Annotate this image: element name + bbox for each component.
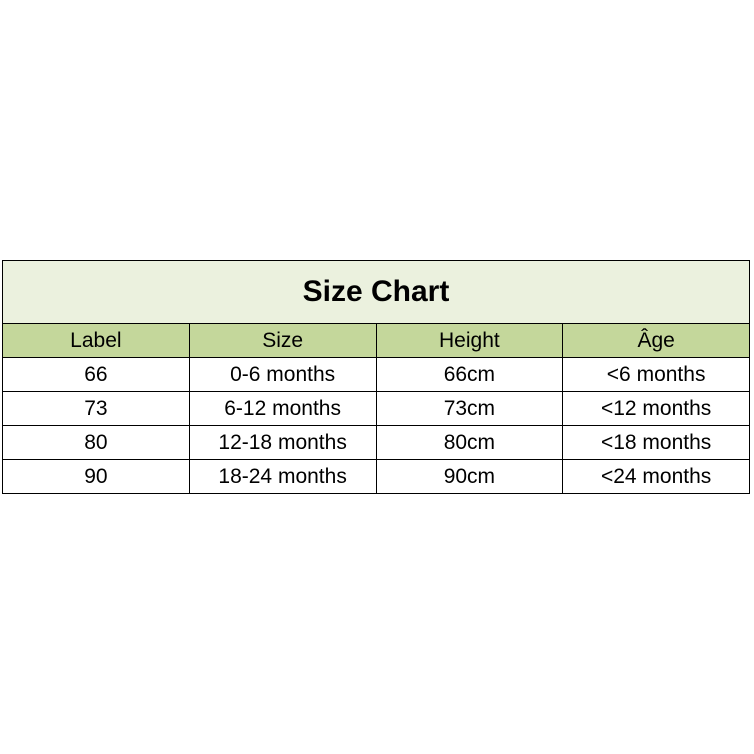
table-row: 66 0-6 months 66cm <6 months bbox=[2, 357, 750, 392]
table-row: 73 6-12 months 73cm <12 months bbox=[2, 391, 750, 426]
cell-age: <6 months bbox=[562, 357, 750, 392]
cell-height: 80cm bbox=[375, 425, 564, 460]
cell-age: <12 months bbox=[562, 391, 750, 426]
cell-label: 80 bbox=[2, 425, 190, 460]
table-row: 90 18-24 months 90cm <24 months bbox=[2, 459, 750, 494]
title-row: Size Chart bbox=[2, 260, 750, 324]
cell-label: 90 bbox=[2, 459, 190, 494]
cell-size: 12-18 months bbox=[188, 425, 377, 460]
column-header-size: Size bbox=[188, 323, 377, 358]
cell-size: 18-24 months bbox=[188, 459, 377, 494]
cell-size: 0-6 months bbox=[188, 357, 377, 392]
column-header-age: Âge bbox=[562, 323, 750, 358]
cell-label: 66 bbox=[2, 357, 190, 392]
size-chart-table: Size Chart Label Size Height Âge 66 0-6 m… bbox=[2, 260, 750, 494]
column-header-label: Label bbox=[2, 323, 190, 358]
cell-height: 90cm bbox=[375, 459, 564, 494]
column-header-height: Height bbox=[375, 323, 564, 358]
table-body: 66 0-6 months 66cm <6 months 73 6-12 months 73… bbox=[2, 357, 750, 494]
header-row: Label Size Height Âge bbox=[2, 323, 750, 358]
cell-height: 66cm bbox=[375, 357, 564, 392]
cell-height: 73cm bbox=[375, 391, 564, 426]
cell-label: 73 bbox=[2, 391, 190, 426]
cell-age: <24 months bbox=[562, 459, 750, 494]
table-row: 80 12-18 months 80cm <18 months bbox=[2, 425, 750, 460]
cell-size: 6-12 months bbox=[188, 391, 377, 426]
cell-age: <18 months bbox=[562, 425, 750, 460]
table-title: Size Chart bbox=[2, 260, 750, 324]
